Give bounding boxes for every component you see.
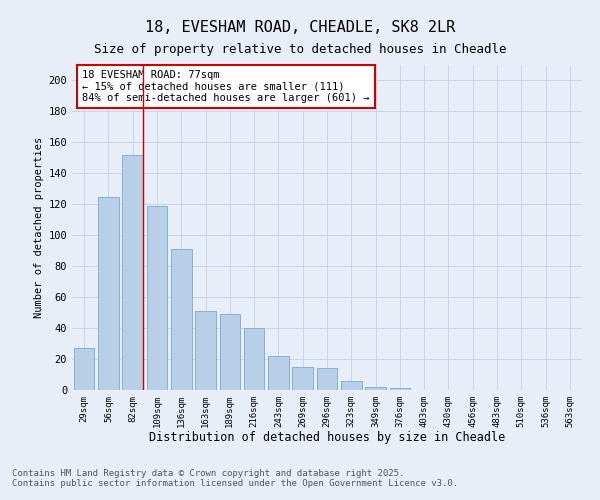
X-axis label: Distribution of detached houses by size in Cheadle: Distribution of detached houses by size … bbox=[149, 432, 505, 444]
Bar bbox=[268, 356, 289, 390]
Bar bbox=[365, 387, 386, 390]
Text: 18, EVESHAM ROAD, CHEADLE, SK8 2LR: 18, EVESHAM ROAD, CHEADLE, SK8 2LR bbox=[145, 20, 455, 35]
Text: Contains public sector information licensed under the Open Government Licence v3: Contains public sector information licen… bbox=[12, 478, 458, 488]
Bar bbox=[98, 196, 119, 390]
Bar bbox=[74, 348, 94, 390]
Bar bbox=[220, 314, 240, 390]
Text: Contains HM Land Registry data © Crown copyright and database right 2025.: Contains HM Land Registry data © Crown c… bbox=[12, 468, 404, 477]
Bar bbox=[195, 311, 216, 390]
Bar bbox=[146, 206, 167, 390]
Bar bbox=[389, 388, 410, 390]
Y-axis label: Number of detached properties: Number of detached properties bbox=[34, 137, 44, 318]
Bar bbox=[122, 155, 143, 390]
Bar bbox=[292, 367, 313, 390]
Bar bbox=[244, 328, 265, 390]
Bar bbox=[341, 380, 362, 390]
Bar bbox=[317, 368, 337, 390]
Text: Size of property relative to detached houses in Cheadle: Size of property relative to detached ho… bbox=[94, 42, 506, 56]
Text: 18 EVESHAM ROAD: 77sqm
← 15% of detached houses are smaller (111)
84% of semi-de: 18 EVESHAM ROAD: 77sqm ← 15% of detached… bbox=[82, 70, 370, 103]
Bar bbox=[171, 249, 191, 390]
